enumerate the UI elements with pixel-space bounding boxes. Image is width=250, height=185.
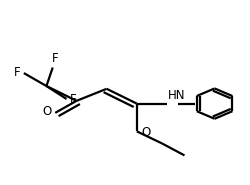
Text: F: F (51, 52, 58, 65)
Text: O: O (141, 126, 150, 139)
Text: F: F (14, 66, 21, 79)
Text: F: F (69, 93, 76, 106)
Text: O: O (42, 105, 51, 118)
Text: HN: HN (168, 89, 185, 102)
